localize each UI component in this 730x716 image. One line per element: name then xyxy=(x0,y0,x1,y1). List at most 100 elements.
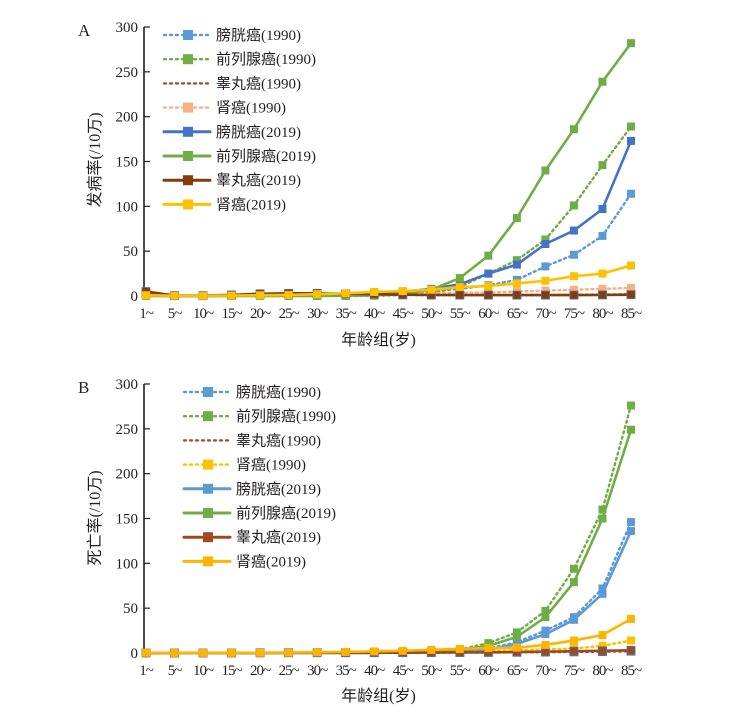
data-point xyxy=(455,274,464,283)
legend-item: 肾癌(2019) xyxy=(182,553,306,570)
data-point xyxy=(598,646,607,656)
legend-label: 睾丸癌(2019) xyxy=(236,529,321,546)
y-axis-label: 死亡率(/10万) xyxy=(86,470,104,565)
legend-item: 膀胱癌(2019) xyxy=(162,124,301,141)
data-point xyxy=(598,641,607,650)
data-point xyxy=(541,613,550,622)
data-point xyxy=(227,291,236,300)
data-point xyxy=(541,262,550,271)
x-tick-label: 30~ xyxy=(307,663,328,679)
data-point xyxy=(627,401,635,410)
data-point xyxy=(370,647,379,656)
data-point xyxy=(313,290,322,299)
legend-label: 膀胱癌(2019) xyxy=(236,481,321,498)
data-point xyxy=(626,290,636,300)
legend-label: 膀胱癌(1990) xyxy=(216,27,301,44)
legend-swatch-marker xyxy=(203,532,213,543)
data-point xyxy=(284,648,293,657)
data-point xyxy=(398,646,407,655)
data-point xyxy=(398,287,407,296)
data-point xyxy=(569,272,578,281)
x-tick-label: 35~ xyxy=(336,306,357,322)
panel-label: B xyxy=(78,378,89,397)
x-tick-label: 45~ xyxy=(393,663,414,679)
x-tick-label: 5~ xyxy=(168,306,183,322)
x-tick-label: 5~ xyxy=(168,663,183,679)
legend: 膀胱癌(1990) 前列腺癌(1990) 睾丸癌(1990) 肾癌(1990) 膀胱癌(… xyxy=(182,384,336,570)
data-point xyxy=(569,578,578,587)
legend-item: 睾丸癌(2019) xyxy=(162,172,301,189)
x-tick-label: 60~ xyxy=(478,663,499,679)
data-point xyxy=(598,584,607,593)
data-point xyxy=(512,643,521,652)
y-tick-label: 100 xyxy=(116,199,139,215)
data-point xyxy=(569,615,578,624)
data-point xyxy=(569,201,578,210)
data-point xyxy=(598,589,607,598)
x-tick-label: 55~ xyxy=(450,663,471,679)
legend-swatch-marker xyxy=(203,556,213,567)
x-tick-label: 80~ xyxy=(592,306,613,322)
data-point xyxy=(598,231,607,240)
data-point xyxy=(142,291,150,300)
x-tick-label: 65~ xyxy=(507,663,528,679)
x-tick-label: 10~ xyxy=(193,306,214,322)
series-line xyxy=(144,404,633,655)
data-point xyxy=(598,205,607,214)
legend-item: 肾癌(2019) xyxy=(162,196,286,213)
x-tick-label: 25~ xyxy=(279,663,300,679)
legend-swatch-marker xyxy=(183,175,193,186)
y-tick-label: 300 xyxy=(116,377,139,393)
data-point xyxy=(313,648,322,657)
data-point xyxy=(569,564,578,573)
data-point xyxy=(598,161,607,170)
x-tick-label: 10~ xyxy=(193,663,214,679)
y-tick-label: 50 xyxy=(123,601,138,617)
legend-swatch-marker xyxy=(183,151,193,161)
data-point xyxy=(541,239,550,248)
series-7 xyxy=(142,261,635,300)
y-tick-label: 300 xyxy=(116,20,139,36)
y-tick-label: 100 xyxy=(116,556,139,572)
data-point xyxy=(627,122,635,131)
data-point xyxy=(170,648,179,657)
y-tick-label: 0 xyxy=(131,289,139,305)
data-point xyxy=(512,290,522,300)
x-tick-label: 75~ xyxy=(564,306,585,322)
data-point xyxy=(227,648,236,657)
legend-swatch-marker xyxy=(183,126,193,137)
y-tick-label: 200 xyxy=(116,110,139,126)
data-point xyxy=(541,286,550,295)
data-point xyxy=(598,77,607,86)
legend-label: 前列腺癌(2019) xyxy=(216,148,316,165)
data-point xyxy=(541,166,550,175)
x-tick-label: 85~ xyxy=(621,663,642,679)
legend-label: 膀胱癌(1990) xyxy=(236,384,321,401)
chart-panel-a: A 0 50 100 150 200 250 300 发病率(/10万) 1~ 5~ 10~ 15~ 20… xyxy=(78,20,643,349)
series-line xyxy=(144,520,633,655)
legend-swatch-marker xyxy=(203,508,213,518)
y-tick-label: 250 xyxy=(116,422,139,438)
data-point xyxy=(627,189,635,198)
data-point xyxy=(484,269,493,278)
data-point xyxy=(569,646,579,656)
data-point xyxy=(427,285,436,294)
legend-swatch-marker xyxy=(183,199,193,210)
data-point xyxy=(598,514,607,523)
legend-swatch-marker xyxy=(203,387,213,397)
data-point xyxy=(627,425,635,434)
x-tick-label: 20~ xyxy=(250,663,271,679)
legend-item: 膀胱癌(1990) xyxy=(162,27,301,44)
x-tick-label: 25~ xyxy=(279,306,300,322)
data-point xyxy=(541,606,550,615)
data-point xyxy=(627,636,635,645)
legend-label: 膀胱癌(2019) xyxy=(216,124,301,141)
legend-item: 睾丸癌(1990) xyxy=(162,75,301,92)
data-point xyxy=(598,505,607,514)
data-point xyxy=(598,269,607,278)
y-tick-label: 150 xyxy=(116,512,139,528)
y-axis-label: 发病率(/10万) xyxy=(86,112,104,207)
data-point xyxy=(569,290,579,300)
panel-label: A xyxy=(78,21,91,40)
